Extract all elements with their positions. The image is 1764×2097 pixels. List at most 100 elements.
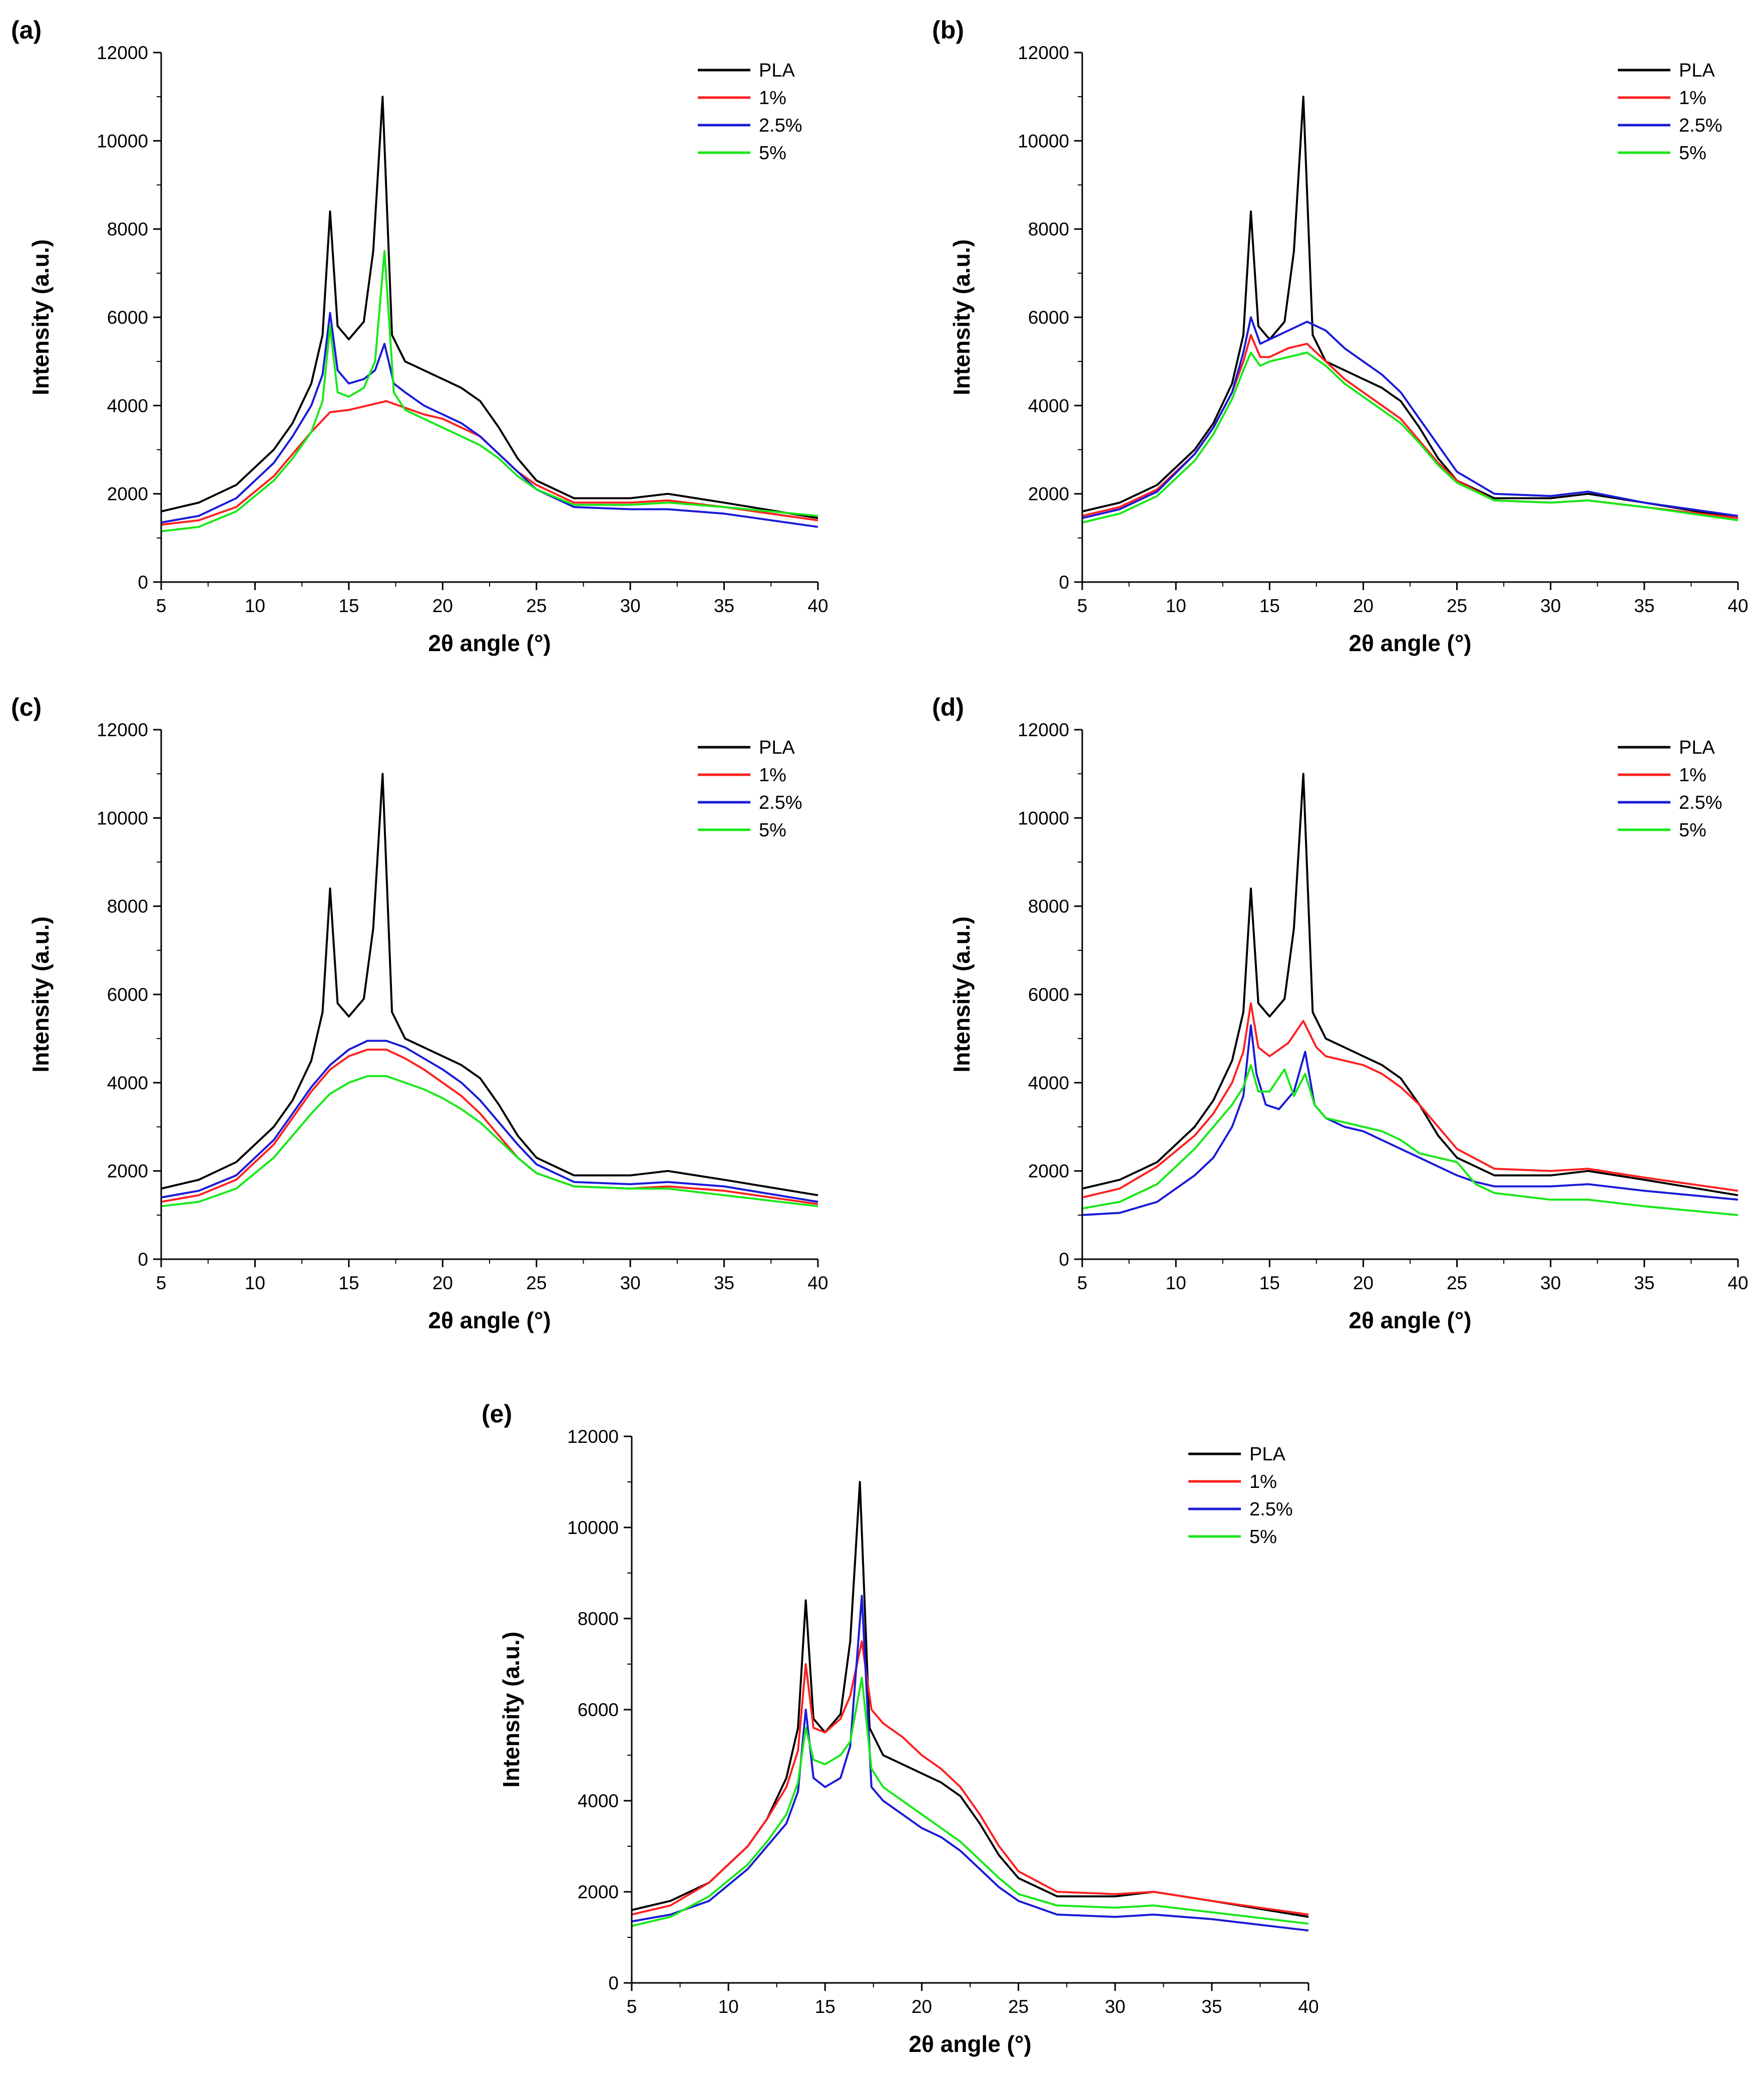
y-tick-label: 12000 [1018,720,1069,740]
series-line-1pct [161,1048,818,1205]
series-line-PLA [631,1481,1309,1918]
series-line-2_5pct [161,312,818,528]
x-tick-label: 20 [432,596,453,616]
series-line-2_5pct [1082,316,1738,519]
legend-label: PLA [1679,60,1715,81]
panel-label: (d) [932,693,964,721]
legend-label: PLA [1679,737,1715,758]
legend-label: 2.5% [1679,115,1722,136]
y-tick-label: 12000 [97,43,148,63]
x-tick-label: 10 [1166,596,1186,616]
legend-label: 1% [759,765,786,786]
x-tick-label: 5 [156,596,167,616]
y-axis-title: Intensity (a.u.) [28,916,54,1073]
x-tick-label: 30 [620,1273,641,1293]
y-axis-title: Intensity (a.u.) [949,916,975,1073]
y-tick-label: 8000 [107,219,148,240]
legend: PLA 1% 2.5% 5% [1618,60,1722,164]
y-tick-label: 4000 [1028,1073,1069,1093]
y-tick-label: 10000 [1018,808,1069,828]
legend-label: 1% [1679,88,1706,109]
series-line-PLA [161,773,818,1197]
series-line-5pct [631,1677,1309,1927]
series-line-2_5pct [161,1039,818,1203]
x-tick-label: 25 [1447,596,1467,616]
x-tick-label: 25 [1447,1273,1467,1293]
x-tick-label: 5 [156,1273,167,1293]
series-line-2_5pct [1082,1024,1738,1216]
x-tick-label: 25 [526,596,547,616]
series-line-1pct [1082,1002,1738,1199]
legend-label: PLA [759,60,795,81]
x-tick-label: 15 [1259,596,1280,616]
panel-label: (a) [11,16,42,44]
x-tick-label: 40 [1727,1273,1748,1293]
y-tick-label: 6000 [1028,984,1069,1005]
y-tick-label: 0 [138,1249,148,1270]
x-tick-label: 5 [627,1996,637,2017]
x-tick-label: 15 [338,1273,359,1293]
y-axis-title: Intensity (a.u.) [28,239,54,395]
series-line-5pct [1082,1064,1738,1216]
x-tick-label: 10 [245,596,265,616]
x-tick-label: 35 [1634,1273,1654,1293]
panel-label: (b) [932,16,964,44]
y-tick-label: 2000 [1028,1161,1069,1182]
x-tick-label: 10 [718,1996,739,2017]
x-tick-label: 25 [1008,1996,1029,2017]
x-tick-label: 5 [1077,1273,1088,1293]
y-tick-label: 10000 [1018,131,1069,151]
x-tick-label: 35 [714,1273,734,1293]
y-tick-label: 12000 [1018,43,1069,63]
legend: PLA 1% 2.5% 5% [1188,1444,1293,1547]
x-tick-label: 30 [1105,1996,1125,2017]
x-tick-label: 40 [1727,596,1748,616]
y-tick-label: 0 [1059,1249,1069,1270]
y-tick-label: 2000 [578,1882,619,1902]
x-tick-label: 20 [432,1273,453,1293]
y-tick-label: 6000 [107,984,148,1005]
y-axis-title: Intensity (a.u.) [498,1632,524,1788]
x-tick-label: 20 [912,1996,932,2017]
x-tick-label: 25 [526,1273,547,1293]
series-line-1pct [631,1640,1309,1916]
y-tick-label: 2000 [107,484,148,504]
x-tick-label: 30 [620,596,641,616]
series-line-5pct [161,1075,818,1208]
y-tick-label: 4000 [578,1791,619,1811]
legend-label: 5% [1679,143,1706,164]
series-line-5pct [1082,351,1738,523]
x-tick-label: 10 [1166,1273,1186,1293]
y-tick-label: 12000 [97,720,148,740]
series-line-1pct [1082,334,1738,519]
legend-label: 1% [1249,1471,1277,1492]
legend-label: 2.5% [759,792,802,813]
series-line-1pct [161,400,818,526]
series-line-2_5pct [631,1595,1309,1932]
panel-b: (b) 5 10 15 20 25 30 35 40 0 2000 4000 6000 8000 10000… [932,16,1748,656]
legend-label: 5% [759,820,786,841]
y-tick-label: 10000 [567,1517,619,1538]
series-line-PLA [1082,96,1738,519]
legend: PLA 1% 2.5% 5% [698,60,802,164]
x-tick-label: 15 [1259,1273,1280,1293]
y-tick-label: 8000 [1028,219,1069,240]
series-line-PLA [161,96,818,519]
y-tick-label: 8000 [1028,896,1069,917]
y-tick-label: 4000 [107,1073,148,1093]
y-tick-label: 8000 [107,896,148,917]
series-line-PLA [1082,773,1738,1197]
legend: PLA 1% 2.5% 5% [1618,737,1722,841]
legend-label: 5% [759,143,786,164]
y-tick-label: 8000 [578,1609,619,1629]
x-axis-title: 2θ angle (°) [1349,630,1471,656]
x-tick-label: 30 [1540,1273,1561,1293]
panel-e: (e) 5 10 15 20 25 30 35 40 0 2000 4000 6000 8000 10000… [482,1400,1319,2057]
legend-label: 1% [759,88,786,109]
x-tick-label: 20 [1353,1273,1374,1293]
y-tick-label: 10000 [97,808,148,828]
x-tick-label: 35 [1634,596,1654,616]
x-axis-title: 2θ angle (°) [909,2031,1031,2057]
legend-label: PLA [1249,1444,1285,1465]
